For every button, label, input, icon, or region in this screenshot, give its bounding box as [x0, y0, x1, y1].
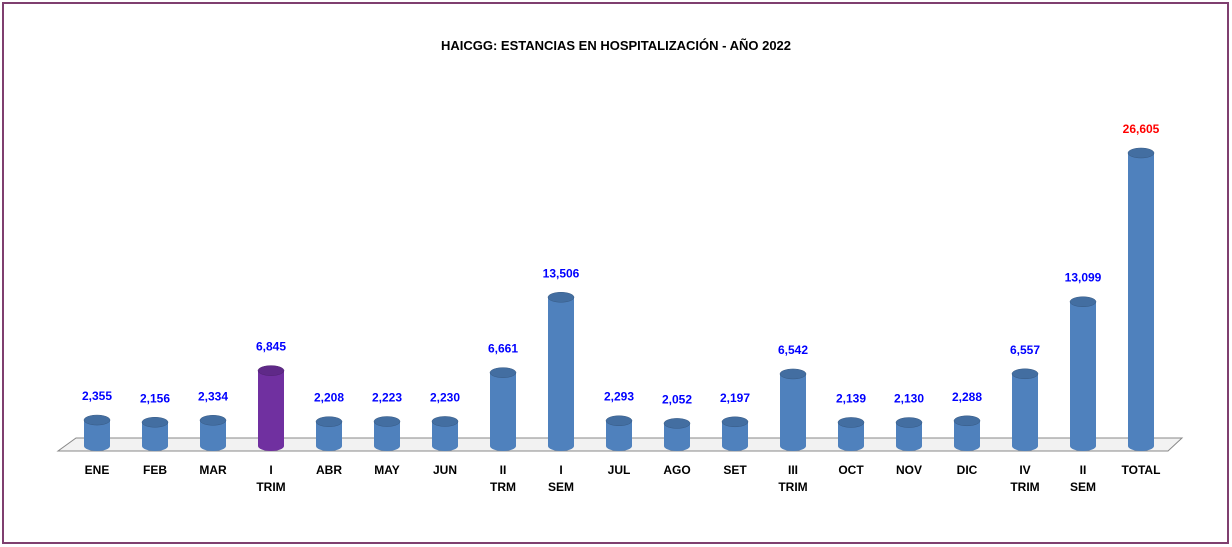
- bar-top: [953, 415, 981, 427]
- x-tick-label: III TRIM: [778, 463, 807, 494]
- value-label: 26,605: [1123, 122, 1160, 136]
- x-tick-label: I TRIM: [256, 463, 285, 494]
- bar: [548, 297, 574, 451]
- bar: [722, 421, 748, 451]
- value-label: 2,223: [372, 391, 402, 405]
- bar: [954, 420, 980, 451]
- bar-top: [1127, 147, 1155, 159]
- value-label: 2,130: [894, 392, 924, 406]
- x-tick-label: TOTAL: [1122, 463, 1161, 477]
- x-tick-label: DIC: [957, 463, 978, 477]
- bar-top: [837, 417, 865, 428]
- bar: [1070, 301, 1096, 451]
- value-label: 13,506: [543, 266, 580, 280]
- bar: [664, 423, 690, 451]
- value-label: 2,139: [836, 391, 866, 405]
- bar-top: [315, 416, 343, 427]
- value-label: 2,197: [720, 391, 750, 405]
- bar: [1012, 373, 1038, 451]
- bar-top: [547, 292, 575, 303]
- bar-top: [1011, 368, 1039, 380]
- bar: [84, 420, 110, 451]
- bar-top: [373, 416, 401, 427]
- value-label: 6,557: [1010, 343, 1040, 357]
- x-tick-label: OCT: [838, 463, 864, 477]
- x-tick-label: ENE: [85, 463, 110, 477]
- value-label: 2,334: [198, 389, 228, 403]
- bar-top: [83, 414, 111, 426]
- value-label: 2,288: [952, 390, 982, 404]
- bar-top: [257, 365, 285, 376]
- value-label: 2,355: [82, 389, 112, 403]
- x-tick-label: JUL: [608, 463, 631, 477]
- x-tick-label: FEB: [143, 463, 167, 477]
- x-tick-label: AGO: [663, 463, 690, 477]
- bar: [316, 421, 342, 451]
- bar: [606, 420, 632, 451]
- bar: [1128, 153, 1154, 451]
- x-tick-label: II TRM: [490, 463, 516, 494]
- x-tick-label: II SEM: [1070, 463, 1096, 494]
- bar-top: [895, 417, 923, 428]
- x-tick-label: I SEM: [548, 463, 574, 494]
- x-tick-label: SET: [723, 463, 747, 477]
- value-label: 2,230: [430, 390, 460, 404]
- bar-top: [431, 416, 459, 427]
- value-label: 6,542: [778, 343, 808, 357]
- x-tick-label: ABR: [316, 463, 342, 477]
- bar: [142, 422, 168, 451]
- bar-top: [663, 418, 691, 429]
- x-tick-label: MAY: [374, 463, 400, 477]
- bar-top: [1069, 296, 1097, 307]
- bar: [838, 422, 864, 451]
- bar-top: [199, 415, 227, 426]
- chart-title: HAICGG: ESTANCIAS EN HOSPITALIZACIÓN - A…: [441, 38, 791, 53]
- x-tick-label: NOV: [896, 463, 922, 477]
- value-label: 6,845: [256, 340, 286, 354]
- value-label: 2,208: [314, 391, 344, 405]
- value-label: 2,156: [140, 391, 170, 405]
- bar-top: [605, 415, 633, 426]
- x-tick-label: MAR: [199, 463, 227, 477]
- bar-top: [141, 417, 169, 428]
- bar: [200, 420, 226, 451]
- value-label: 6,661: [488, 342, 518, 356]
- value-label: 2,052: [662, 392, 692, 406]
- value-label: 13,099: [1065, 271, 1102, 285]
- bar: [258, 370, 284, 451]
- x-tick-label: JUN: [433, 463, 457, 477]
- bar: [780, 373, 806, 451]
- bar: [490, 372, 516, 451]
- bar-top: [779, 368, 807, 380]
- x-tick-label: IV TRIM: [1010, 463, 1039, 494]
- bar-top: [489, 367, 517, 378]
- bar: [432, 421, 458, 451]
- bar-top: [721, 416, 749, 428]
- bar: [374, 421, 400, 451]
- value-label: 2,293: [604, 390, 634, 404]
- bar: [896, 422, 922, 451]
